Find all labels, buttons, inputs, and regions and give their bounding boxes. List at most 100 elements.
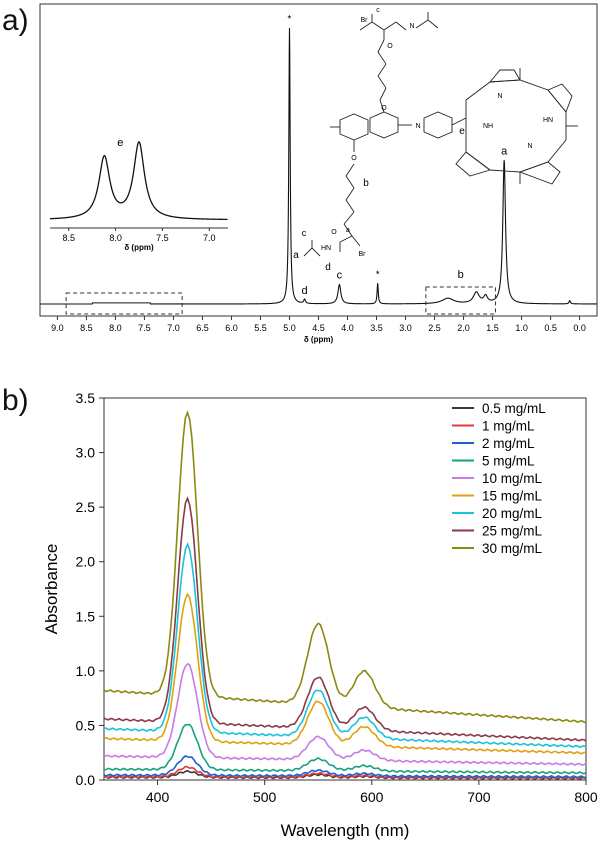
uv-legend-entry: 15 mg/mL: [482, 489, 543, 504]
structure-bond: [343, 211, 355, 225]
structure-bond: [371, 21, 385, 31]
uv-series-line: [103, 496, 587, 742]
structure-atom-label: O: [381, 105, 387, 112]
uv-x-tick-label: 700: [467, 789, 491, 805]
structure-bond: [377, 39, 385, 53]
structure-atom-label: HN: [543, 117, 553, 124]
structure-bond: [415, 19, 429, 29]
uv-y-tick-label: 1.5: [76, 608, 96, 624]
structure-bond: [311, 247, 321, 257]
pyrrole-ring: [547, 83, 573, 113]
uv-y-tick-label: 2.0: [76, 554, 96, 570]
uv-x-tick-label: 400: [146, 789, 170, 805]
structure-atom-label: Br: [361, 17, 369, 24]
structure-atom-label: c: [302, 228, 307, 238]
structure-atom-label: b: [363, 178, 369, 189]
structure-atom-label: N: [497, 93, 502, 100]
structure-bond: [395, 21, 407, 31]
nmr-x-tick-label: 0.5: [544, 323, 557, 333]
nmr-peak-label: *: [288, 14, 292, 25]
uv-series-line: [103, 410, 587, 724]
inset-x-tick-label: 8.0: [109, 233, 122, 243]
structure-atom-label: N: [415, 123, 420, 130]
nmr-dashed-box: [65, 292, 183, 315]
pyrrole-ring: [518, 161, 561, 185]
structure-bond: [339, 235, 353, 243]
inset-x-tick-label: 8.5: [62, 233, 75, 243]
nmr-spectrum-line: [40, 27, 597, 305]
structure-bond: [377, 51, 387, 65]
nmr-x-tick-label: 2.5: [428, 323, 441, 333]
nmr-x-tick-label: 6.5: [196, 323, 209, 333]
uv-series-line: [103, 723, 587, 775]
structure-atom-label: O: [387, 43, 393, 50]
nmr-x-tick-label: 4.0: [341, 323, 354, 333]
nmr-x-axis-label: δ (ppm): [304, 335, 334, 344]
nmr-peak-label: d: [302, 285, 308, 297]
pyrrole-ring: [488, 69, 521, 83]
benzene-ring: [423, 111, 453, 139]
inset-x-tick-label: 7.5: [156, 233, 169, 243]
nmr-peak-label: b: [458, 269, 464, 281]
structure-atom-label: a: [293, 250, 299, 261]
benzene-ring: [339, 113, 369, 141]
nmr-x-tick-label: 8.0: [109, 323, 122, 333]
nmr-peak-label: a: [501, 145, 508, 157]
structure-atom-label: Br: [359, 251, 367, 258]
nmr-x-tick-label: 2.0: [457, 323, 470, 333]
uv-x-tick-label: 600: [360, 789, 384, 805]
nmr-x-tick-label: 6.0: [225, 323, 238, 333]
uv-legend-entry: 1 mg/mL: [482, 419, 535, 434]
uv-y-tick-label: 3.5: [76, 390, 96, 406]
uv-y-axis-label: Absorbance: [42, 544, 61, 635]
structure-bond: [451, 117, 467, 126]
nmr-x-tick-label: 3.0: [399, 323, 412, 333]
inset-x-tick-label: 7.0: [203, 233, 216, 243]
structure-bond: [345, 163, 355, 177]
inset-peak-label: e: [117, 137, 123, 149]
uv-y-tick-label: 2.5: [76, 499, 96, 515]
structure-atom-label: N: [527, 143, 532, 150]
nmr-x-tick-label: 7.5: [138, 323, 151, 333]
nmr-x-tick-label: 5.5: [254, 323, 267, 333]
inset-x-axis-label: δ (ppm): [124, 243, 154, 252]
structure-bond: [377, 63, 387, 77]
structure-bond: [345, 187, 355, 201]
uv-plot-frame: [103, 397, 587, 781]
panel-label-b: b): [2, 384, 29, 417]
nmr-x-tick-label: 1.5: [486, 323, 499, 333]
pyrrole-ring: [455, 151, 491, 177]
uv-legend-entry: 0.5 mg/mL: [482, 401, 546, 416]
uv-series-line: [103, 755, 587, 779]
structure-atom-label: N: [409, 23, 414, 30]
structure-bond: [345, 175, 355, 189]
structure-atom-label: O: [351, 155, 357, 162]
uv-y-tick-label: 0.0: [76, 772, 96, 788]
nmr-x-tick-label: 3.5: [370, 323, 383, 333]
structure-bond: [377, 75, 387, 89]
inset-spectrum-line: [49, 141, 228, 221]
uv-legend-entry: 2 mg/mL: [482, 436, 535, 451]
uv-series-line: [103, 662, 587, 766]
nmr-x-tick-label: 4.5: [312, 323, 325, 333]
nmr-peak-label: *: [376, 269, 380, 280]
uv-x-tick-label: 500: [253, 789, 277, 805]
structure-bond: [379, 87, 387, 101]
nmr-x-tick-label: 7.0: [167, 323, 180, 333]
uv-legend-entry: 25 mg/mL: [482, 524, 543, 539]
benzene-ring: [369, 111, 399, 139]
panel-label-a: a): [2, 4, 29, 37]
structure-bond: [351, 235, 361, 247]
uv-series-line: [103, 765, 587, 780]
structure-bond: [379, 99, 385, 113]
nmr-x-tick-label: 1.0: [515, 323, 528, 333]
uv-y-tick-label: 0.5: [76, 717, 96, 733]
structure-bond: [359, 21, 373, 31]
structure-atom-label: O: [331, 229, 337, 236]
uv-y-tick-label: 3.0: [76, 445, 96, 461]
structure-atom-label: HN: [321, 245, 331, 252]
uv-legend-entry: 5 mg/mL: [482, 454, 535, 469]
structure-atom-label: a: [346, 227, 350, 234]
uv-legend-entry: 20 mg/mL: [482, 506, 543, 521]
